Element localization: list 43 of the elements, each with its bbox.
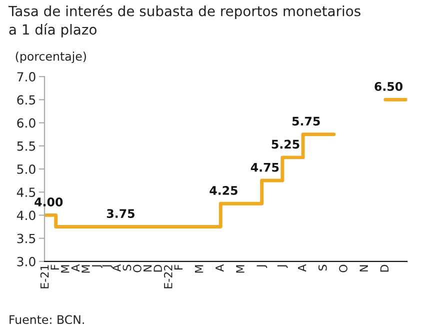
y-tick-label: 7.0 [17, 72, 36, 82]
data-label: 6.50 [374, 82, 402, 91]
chart-title: Tasa de interés de subasta de reportos monetarios a 1 día plazo [8, 4, 360, 38]
x-tick-label: S [318, 264, 327, 271]
x-tick-label: M [82, 265, 90, 273]
data-label: 3.75 [106, 209, 134, 218]
x-tick-label: J [92, 265, 102, 268]
y-tick-label: 5.5 [17, 142, 36, 151]
x-tick-label: J [256, 265, 268, 268]
y-tick-label: 6.5 [17, 95, 36, 105]
x-tick-label: N [144, 265, 152, 272]
y-tick-label: 5.0 [17, 164, 36, 174]
y-axis-title: (porcentaje) [16, 52, 86, 64]
y-tick-label: 3.0 [17, 256, 36, 266]
x-tick-label: A [298, 264, 306, 272]
x-tick-label: D [154, 264, 162, 272]
data-label: 4.75 [250, 163, 279, 172]
data-label: 4.00 [34, 198, 63, 206]
x-tick-label: M [61, 265, 70, 273]
data-label: 5.25 [272, 140, 300, 149]
x-tick-label: A [112, 264, 121, 272]
x-tick-label: M [236, 265, 244, 273]
x-tick-label: O [339, 264, 348, 272]
x-tick-label: F [50, 264, 59, 270]
x-tick-label: E-22 [164, 265, 172, 288]
source-note: Fuente: BCN. [10, 315, 84, 324]
x-tick-label: J [277, 265, 288, 268]
y-tick-label: 3.5 [17, 234, 36, 244]
x-tick-label: F [174, 264, 182, 270]
data-label: 4.25 [210, 186, 238, 195]
x-tick-label: A [71, 264, 80, 272]
x-tick-label: M [195, 265, 204, 273]
x-tick-label: A [216, 264, 224, 272]
x-tick-label: S [122, 264, 132, 271]
x-tick-label: J [102, 265, 113, 268]
x-tick-label: E-21 [40, 265, 49, 288]
y-tick-label: 4.5 [16, 188, 36, 198]
x-tick-label: D [380, 264, 388, 272]
data-label: 5.75 [292, 116, 320, 126]
x-tick-label: N [360, 265, 368, 272]
y-tick-label: 4.0 [16, 210, 36, 220]
y-tick-label: 6.0 [17, 118, 36, 128]
x-tick-label: O [133, 264, 142, 272]
